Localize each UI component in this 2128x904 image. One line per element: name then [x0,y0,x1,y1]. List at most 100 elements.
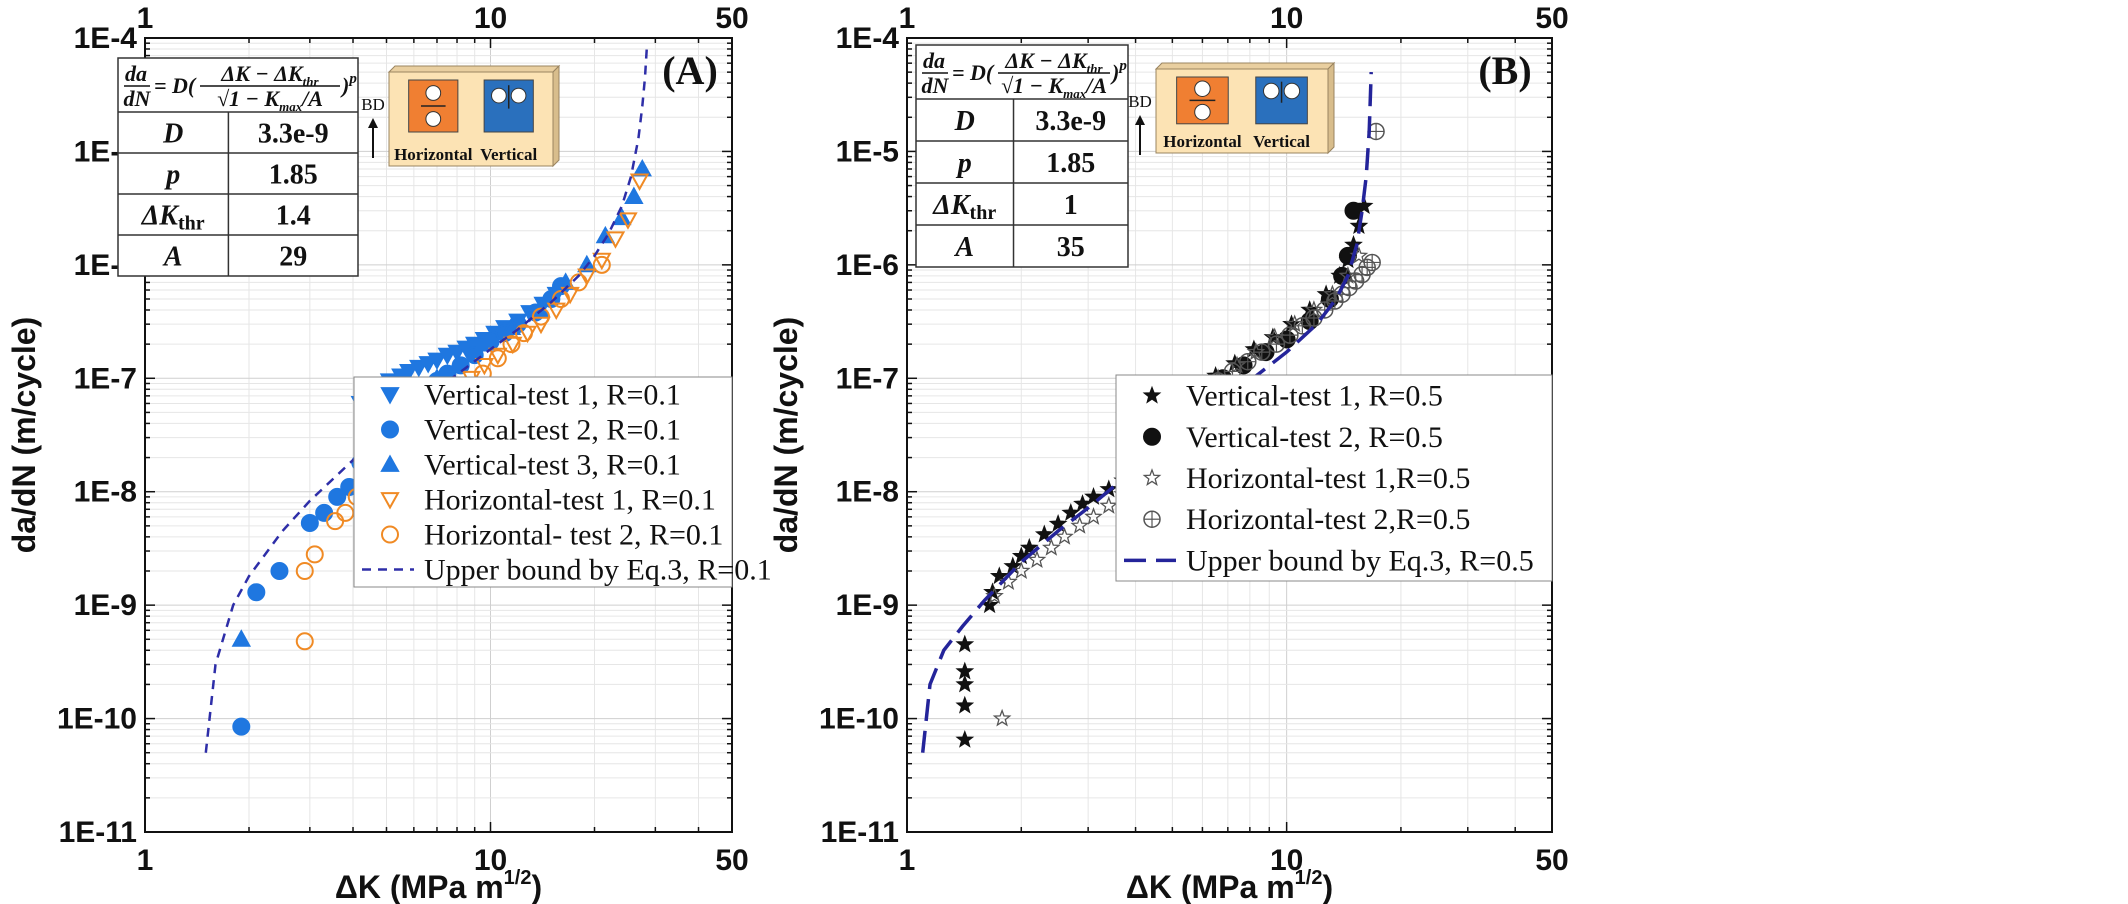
series-line [204,43,649,753]
block-side [552,64,560,168]
data-point [1265,327,1285,346]
legend-entry: Vertical-test 1, R=0.1 [424,379,681,412]
data-point [488,349,507,368]
data-point [381,525,399,544]
data-point [531,316,551,335]
data-point [1034,524,1054,543]
y-tick-label: 1E-9 [74,589,137,622]
legend-entry: Upper bound by Eq.3, R=0.5 [1186,544,1534,577]
block-side [1327,61,1335,155]
data-point [955,634,975,653]
block-top [387,65,561,73]
y-tick-label: 1E-6 [836,249,899,282]
bd-arrow-head [1135,115,1145,125]
equation-lhs-den: dN [922,73,950,98]
equation-rhs: = D( [952,60,995,85]
data-point [295,561,314,580]
data-point [1253,343,1271,361]
legend-entry: Vertical-test 2, R=0.5 [1186,421,1443,454]
data-point [380,454,400,472]
x-tick-label: 10 [1270,844,1303,877]
data-point [989,566,1009,585]
data-point [560,286,580,305]
data-point [1346,272,1365,290]
data-point [336,503,355,522]
data-point [992,708,1012,727]
table-box [117,57,359,277]
data-point [592,252,612,271]
data-point [231,629,252,647]
table-value: 1 [1064,190,1078,221]
data-point [1011,546,1031,565]
x-axis-label-sup: 1/2 [504,867,532,889]
table-param: ΔKthr [932,190,996,224]
table-value: 29 [279,242,307,273]
data-point [447,355,467,373]
x-tick-label-top: 50 [1535,2,1568,35]
x-tick-label-top: 10 [1270,2,1303,35]
panel-label: (A) [662,48,718,93]
y-tick-label: 1E-4 [74,22,138,55]
specimen-hole [491,87,507,104]
data-point [447,344,467,363]
specimen-hole [510,87,527,104]
y-axis-label: da/dN (m/cycle) [6,317,42,554]
data-point [1358,258,1376,277]
data-point [1143,510,1161,528]
data-point [326,512,345,531]
data-point [399,364,419,382]
x-tick-label-top: 50 [715,2,748,35]
legend-box [353,376,733,588]
data-point [955,674,975,693]
y-tick-label: 1E-8 [74,476,137,509]
legend-entry: Horizontal- test 2, R=0.1 [424,519,723,552]
data-point [315,503,334,522]
legend-entry: Horizontal-test 1,R=0.5 [1186,462,1470,495]
vertical-label: Vertical [480,145,537,164]
data-point [380,492,400,510]
y-tick-label: 1E-8 [836,476,899,509]
data-point [295,632,314,651]
data-point [1084,487,1103,505]
data-point [1143,427,1161,446]
x-tick-label: 50 [715,844,748,877]
data-point [1084,507,1103,525]
y-tick-label: 1E-7 [836,362,899,395]
specimen-hole [425,85,442,101]
specimen-hole [1194,80,1211,97]
legend-box [1115,374,1553,582]
table-box [915,44,1129,268]
bd-label: BD [1128,92,1152,111]
data-point [1363,253,1381,272]
data-point [427,352,447,371]
horizontal-label: Horizontal [1163,132,1242,151]
x-axis-label-close: ) [1322,869,1333,904]
equation-lhs-num: da [923,48,945,73]
data-point [1239,352,1257,371]
data-point [1070,516,1090,534]
data-point [300,513,319,532]
data-point [437,347,458,366]
specimen-hole [1263,82,1280,100]
x-axis-label: ΔK (MPa m1/2) [1126,867,1333,904]
table-param: ΔKthr [141,201,205,235]
x-axis-label-close: ) [531,869,542,904]
panel-label: (B) [1478,48,1531,93]
x-tick-label: 50 [1535,844,1568,877]
y-tick-label: 1E-5 [836,135,899,168]
data-point [1027,550,1047,568]
data-point [955,661,975,680]
x-axis-label-main: ΔK (MPa m [335,869,504,904]
table-value: 1.4 [276,201,311,232]
data-point [381,420,399,439]
chart-panel-b: 1 1 10 10 50 50 1E-11 1E-10 1E-9 1E-8 1E-7 1E-6 1E-5… [768,2,1569,904]
x-tick-label-top: 10 [474,2,507,35]
specimen-hole [1194,103,1211,121]
data-point [1267,335,1286,353]
table-value: 3.3e-9 [258,119,329,150]
